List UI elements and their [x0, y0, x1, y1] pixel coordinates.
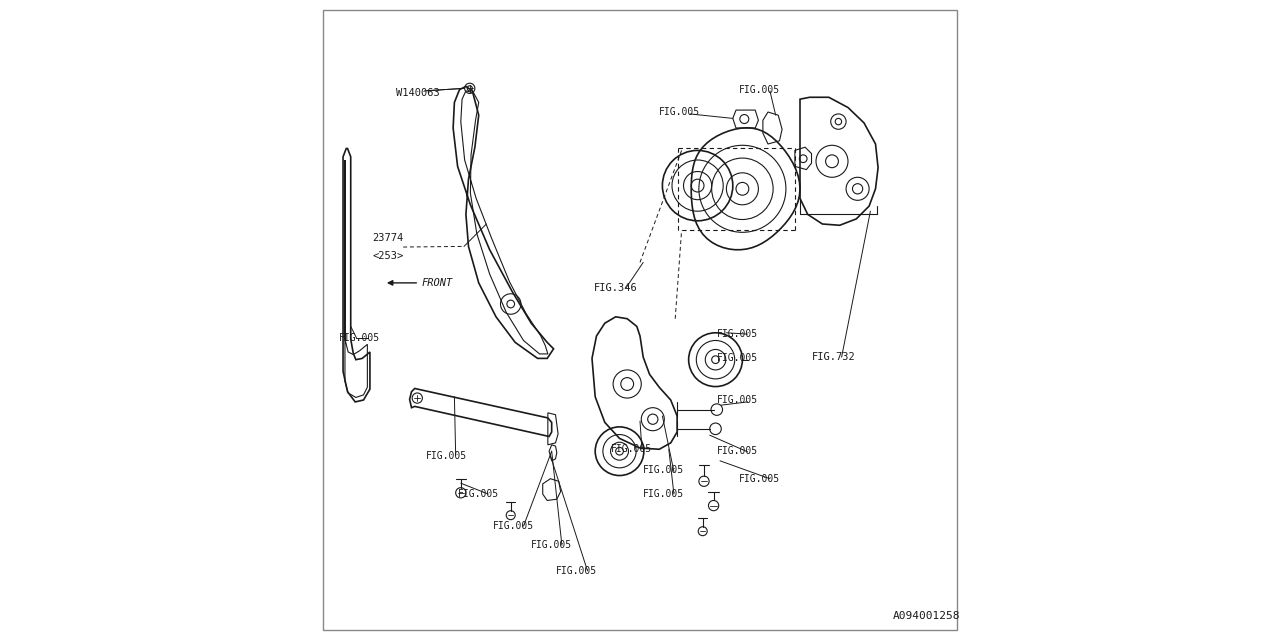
Text: FIG.005: FIG.005: [531, 540, 572, 550]
Text: FIG.005: FIG.005: [717, 395, 758, 405]
Text: FIG.005: FIG.005: [556, 566, 596, 576]
Text: FIG.005: FIG.005: [612, 444, 653, 454]
Text: FIG.005: FIG.005: [659, 107, 700, 117]
Text: FIG.005: FIG.005: [458, 489, 499, 499]
Text: FIG.005: FIG.005: [740, 474, 781, 484]
Text: FIG.005: FIG.005: [740, 84, 781, 95]
Text: FIG.005: FIG.005: [644, 465, 685, 476]
Text: W140063: W140063: [396, 88, 439, 98]
Text: FRONT: FRONT: [421, 278, 452, 288]
Text: FIG.346: FIG.346: [594, 283, 637, 293]
Text: FIG.005: FIG.005: [493, 521, 534, 531]
Text: FIG.005: FIG.005: [717, 329, 758, 339]
Text: <253>: <253>: [372, 251, 403, 261]
Text: FIG.005: FIG.005: [339, 333, 380, 343]
Text: FIG.005: FIG.005: [717, 353, 758, 364]
Text: FIG.005: FIG.005: [717, 446, 758, 456]
Text: FIG.005: FIG.005: [644, 489, 685, 499]
Text: 23774: 23774: [372, 233, 403, 243]
Text: FIG.732: FIG.732: [812, 352, 855, 362]
Text: FIG.005: FIG.005: [425, 451, 467, 461]
Text: A094001258: A094001258: [893, 611, 960, 621]
